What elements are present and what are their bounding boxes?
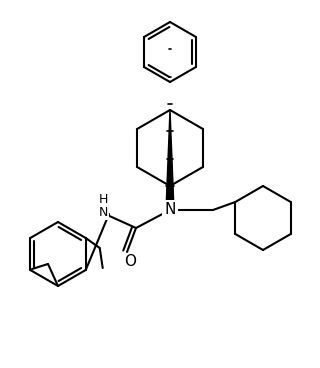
Text: N: N bbox=[164, 202, 176, 217]
Text: H
N: H N bbox=[98, 193, 108, 219]
Polygon shape bbox=[166, 110, 174, 210]
Text: O: O bbox=[124, 255, 136, 269]
